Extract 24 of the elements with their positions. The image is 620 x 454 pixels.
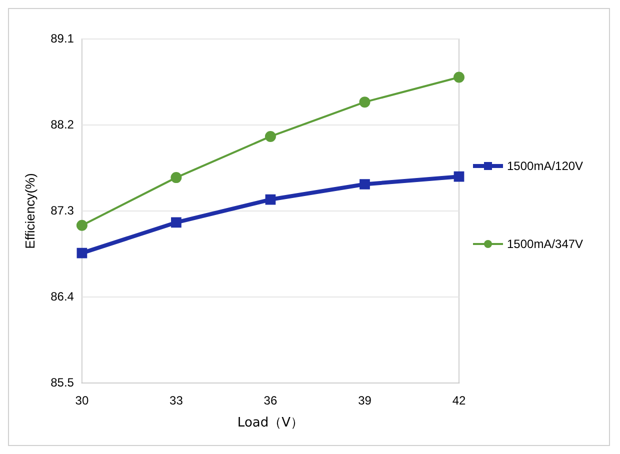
y-tick-label: 89.1 bbox=[50, 31, 74, 46]
point bbox=[171, 217, 182, 228]
point bbox=[264, 130, 276, 142]
point bbox=[454, 171, 464, 182]
point bbox=[170, 172, 182, 184]
y-tick-label: 85.5 bbox=[50, 375, 74, 390]
point bbox=[360, 179, 370, 190]
y-tick-label: 86.4 bbox=[50, 289, 74, 304]
x-tick-label: 33 bbox=[170, 394, 184, 408]
point bbox=[76, 248, 88, 258]
legend-label: 1500mA/120V bbox=[507, 159, 584, 173]
point bbox=[265, 194, 276, 205]
x-tick-label: 42 bbox=[452, 394, 466, 408]
point bbox=[359, 96, 370, 108]
x-tick-label: 30 bbox=[75, 394, 89, 408]
y-tick-label: 87.3 bbox=[50, 203, 74, 218]
y-tick-label: 88.2 bbox=[50, 117, 74, 132]
y-axis-title: Efficiency(%) bbox=[22, 173, 38, 249]
x-axis-title: Load（V） bbox=[237, 416, 304, 431]
point bbox=[76, 220, 88, 231]
x-tick-label: 36 bbox=[264, 394, 278, 408]
x-tick-label: 39 bbox=[358, 394, 372, 408]
point bbox=[454, 72, 464, 83]
legend-label: 1500mA/347V bbox=[507, 237, 584, 251]
